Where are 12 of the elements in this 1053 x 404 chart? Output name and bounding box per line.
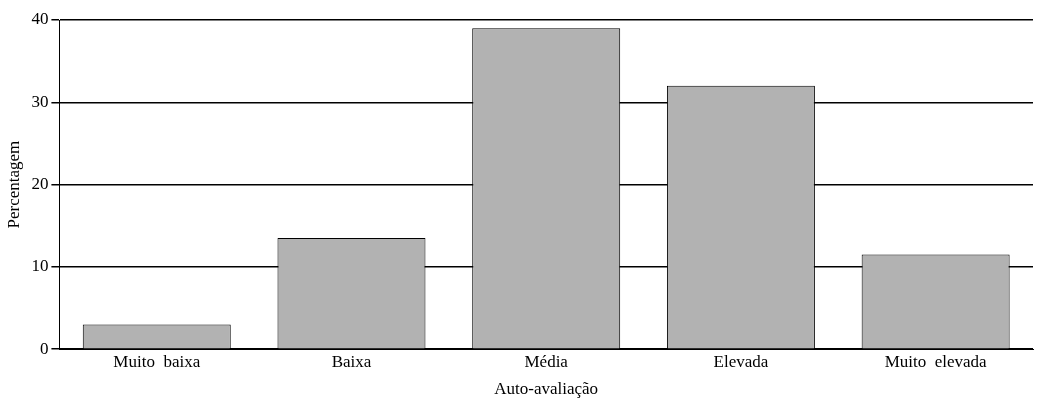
x-tick-label: Baixa — [331, 351, 372, 371]
x-tick-label: Muito baixa — [113, 351, 201, 371]
x-tick-label: Elevada — [713, 351, 769, 371]
y-tick-label: 30 — [31, 91, 49, 111]
y-axis-title: Percentagem — [3, 140, 23, 229]
y-tick-label: 40 — [31, 9, 49, 29]
y-tick-label: 0 — [39, 338, 49, 358]
x-tick-label: Muito elevada — [884, 351, 988, 371]
x-tick-label: Média — [524, 351, 569, 371]
x-axis-title: Auto-avaliação — [494, 379, 599, 399]
y-tick-label: 10 — [31, 256, 49, 276]
y-tick-label: 20 — [31, 174, 49, 194]
